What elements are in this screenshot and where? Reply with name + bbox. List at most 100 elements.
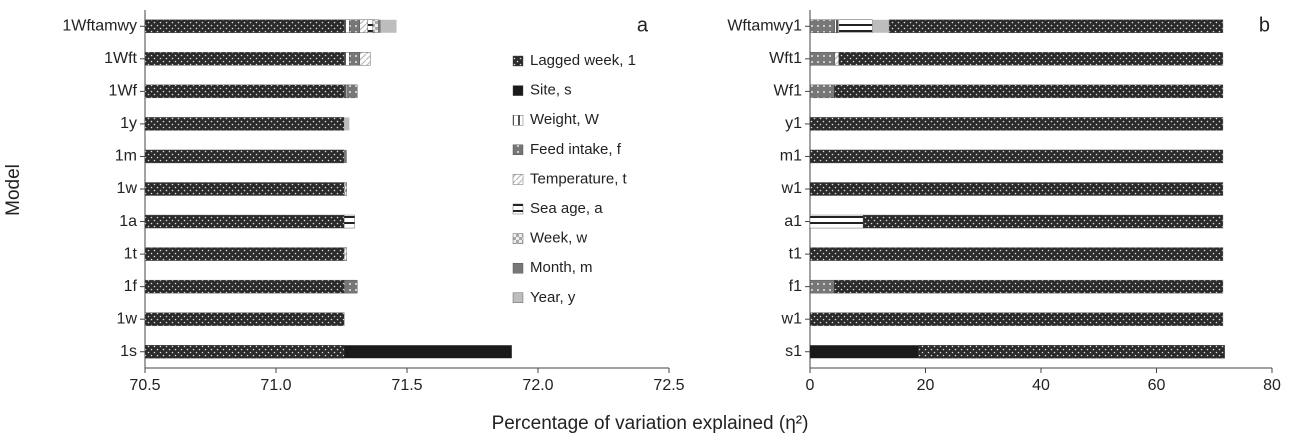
- bar-segment: [144, 19, 345, 33]
- bar-segment: [838, 52, 1224, 66]
- bar-segment: [809, 214, 864, 229]
- y-tick-label: y1: [785, 115, 802, 132]
- x-tick-label: 60: [1148, 377, 1166, 394]
- bar-segment: [838, 19, 873, 33]
- legend-label: Lagged week, 1: [530, 52, 636, 69]
- bar-segment: [872, 19, 890, 33]
- x-tick-label: 40: [1032, 377, 1050, 394]
- x-tick-label: 70.5: [129, 377, 160, 394]
- x-tick-label: 72.5: [653, 377, 684, 394]
- y-tick-label: 1m: [115, 148, 137, 165]
- bar-segment: [144, 117, 345, 131]
- y-tick-label: 1w: [117, 310, 138, 327]
- legend-swatch: [512, 85, 524, 96]
- y-tick-label: 1a: [119, 213, 137, 230]
- y-tick-label: 1f: [124, 278, 138, 295]
- y-tick-label: 1s: [120, 343, 137, 360]
- bar-segment: [349, 19, 361, 33]
- legend-swatch: [512, 174, 524, 185]
- y-axis-title: Model: [3, 164, 24, 216]
- bar-segment: [144, 214, 345, 229]
- bar-segment: [380, 19, 397, 33]
- y-tick-label: Wf1: [774, 83, 803, 100]
- y-tick-label: m1: [780, 148, 802, 165]
- legend-swatch: [512, 233, 524, 244]
- y-tick-label: 1Wftamwy: [62, 17, 137, 34]
- x-tick-label: 72.0: [522, 377, 553, 394]
- bar-segment: [343, 19, 350, 33]
- bar-segment: [809, 149, 1224, 164]
- legend-swatch: [512, 203, 524, 215]
- bar-segment: [349, 52, 361, 66]
- y-tick-label: 1t: [124, 245, 138, 262]
- legend-label: Month, m: [530, 259, 593, 276]
- legend-swatch: [512, 114, 524, 126]
- bar-segment: [834, 279, 1224, 294]
- bar-segment: [343, 84, 347, 99]
- y-tick-label: Wft1: [769, 50, 802, 67]
- bar-segment: [343, 247, 347, 261]
- legend-label: Weight, W: [530, 111, 600, 128]
- y-tick-label: s1: [785, 343, 802, 360]
- bar-segment: [834, 84, 1224, 99]
- legend-label: Temperature, t: [530, 170, 628, 187]
- y-tick-label: 1y: [120, 115, 137, 132]
- bar-segment: [344, 345, 512, 359]
- bar-segment: [343, 279, 358, 294]
- x-tick-label: 71.5: [391, 377, 422, 394]
- bar-segment: [809, 312, 1224, 326]
- bar-segment: [343, 182, 347, 196]
- bar-segment: [144, 52, 345, 66]
- bar-segment: [144, 312, 345, 326]
- bar-segment: [834, 52, 840, 66]
- bar-segment: [144, 149, 345, 164]
- bar-segment: [809, 19, 836, 33]
- y-tick-label: w1: [781, 310, 803, 327]
- bar-segment: [378, 19, 381, 33]
- x-tick-label: 80: [1263, 377, 1281, 394]
- y-tick-label: 1w: [117, 180, 138, 197]
- y-tick-label: t1: [789, 245, 802, 262]
- bar-segment: [834, 19, 840, 33]
- bar-segment: [809, 182, 1224, 196]
- y-tick-label: Wftamwy1: [727, 17, 802, 34]
- bar-segment: [144, 345, 345, 359]
- bar-segment: [144, 182, 345, 196]
- panel-label: a: [637, 14, 649, 36]
- bar-segment: [346, 84, 358, 99]
- legend-label: Sea age, a: [530, 200, 603, 217]
- bar-segment: [809, 117, 1224, 131]
- bar-segment: [343, 52, 350, 66]
- legend-swatch: [512, 263, 524, 274]
- bar-segment: [809, 52, 836, 66]
- x-tick-label: 0: [806, 377, 815, 394]
- y-tick-label: f1: [789, 278, 802, 295]
- x-tick-label: 20: [917, 377, 935, 394]
- legend-label: Site, s: [530, 82, 572, 99]
- legend-swatch: [512, 144, 524, 156]
- bar-segment: [862, 214, 1224, 229]
- bar-segment: [144, 279, 345, 294]
- bar-segment: [810, 345, 919, 359]
- legend-label: Week, w: [530, 230, 587, 247]
- legend-swatch: [512, 292, 524, 303]
- y-tick-label: a1: [784, 213, 802, 230]
- x-axis-title: Percentage of variation explained (η²): [492, 413, 809, 434]
- bar-segment: [144, 247, 345, 261]
- bar-segment: [367, 19, 374, 33]
- legend-label: Year, y: [530, 289, 576, 306]
- bar-segment: [809, 84, 835, 99]
- bar-segment: [359, 52, 371, 66]
- bar-segment: [888, 19, 1224, 33]
- panel-label: b: [1259, 14, 1270, 36]
- bar-segment: [359, 19, 368, 33]
- bar-segment: [344, 117, 350, 131]
- bar-segment: [144, 84, 345, 99]
- bar-segment: [372, 19, 379, 33]
- y-tick-label: 1Wf: [109, 83, 138, 100]
- bar-segment: [809, 279, 835, 294]
- x-tick-label: 71.0: [260, 377, 291, 394]
- y-tick-label: w1: [781, 180, 803, 197]
- bar-segment: [344, 149, 347, 163]
